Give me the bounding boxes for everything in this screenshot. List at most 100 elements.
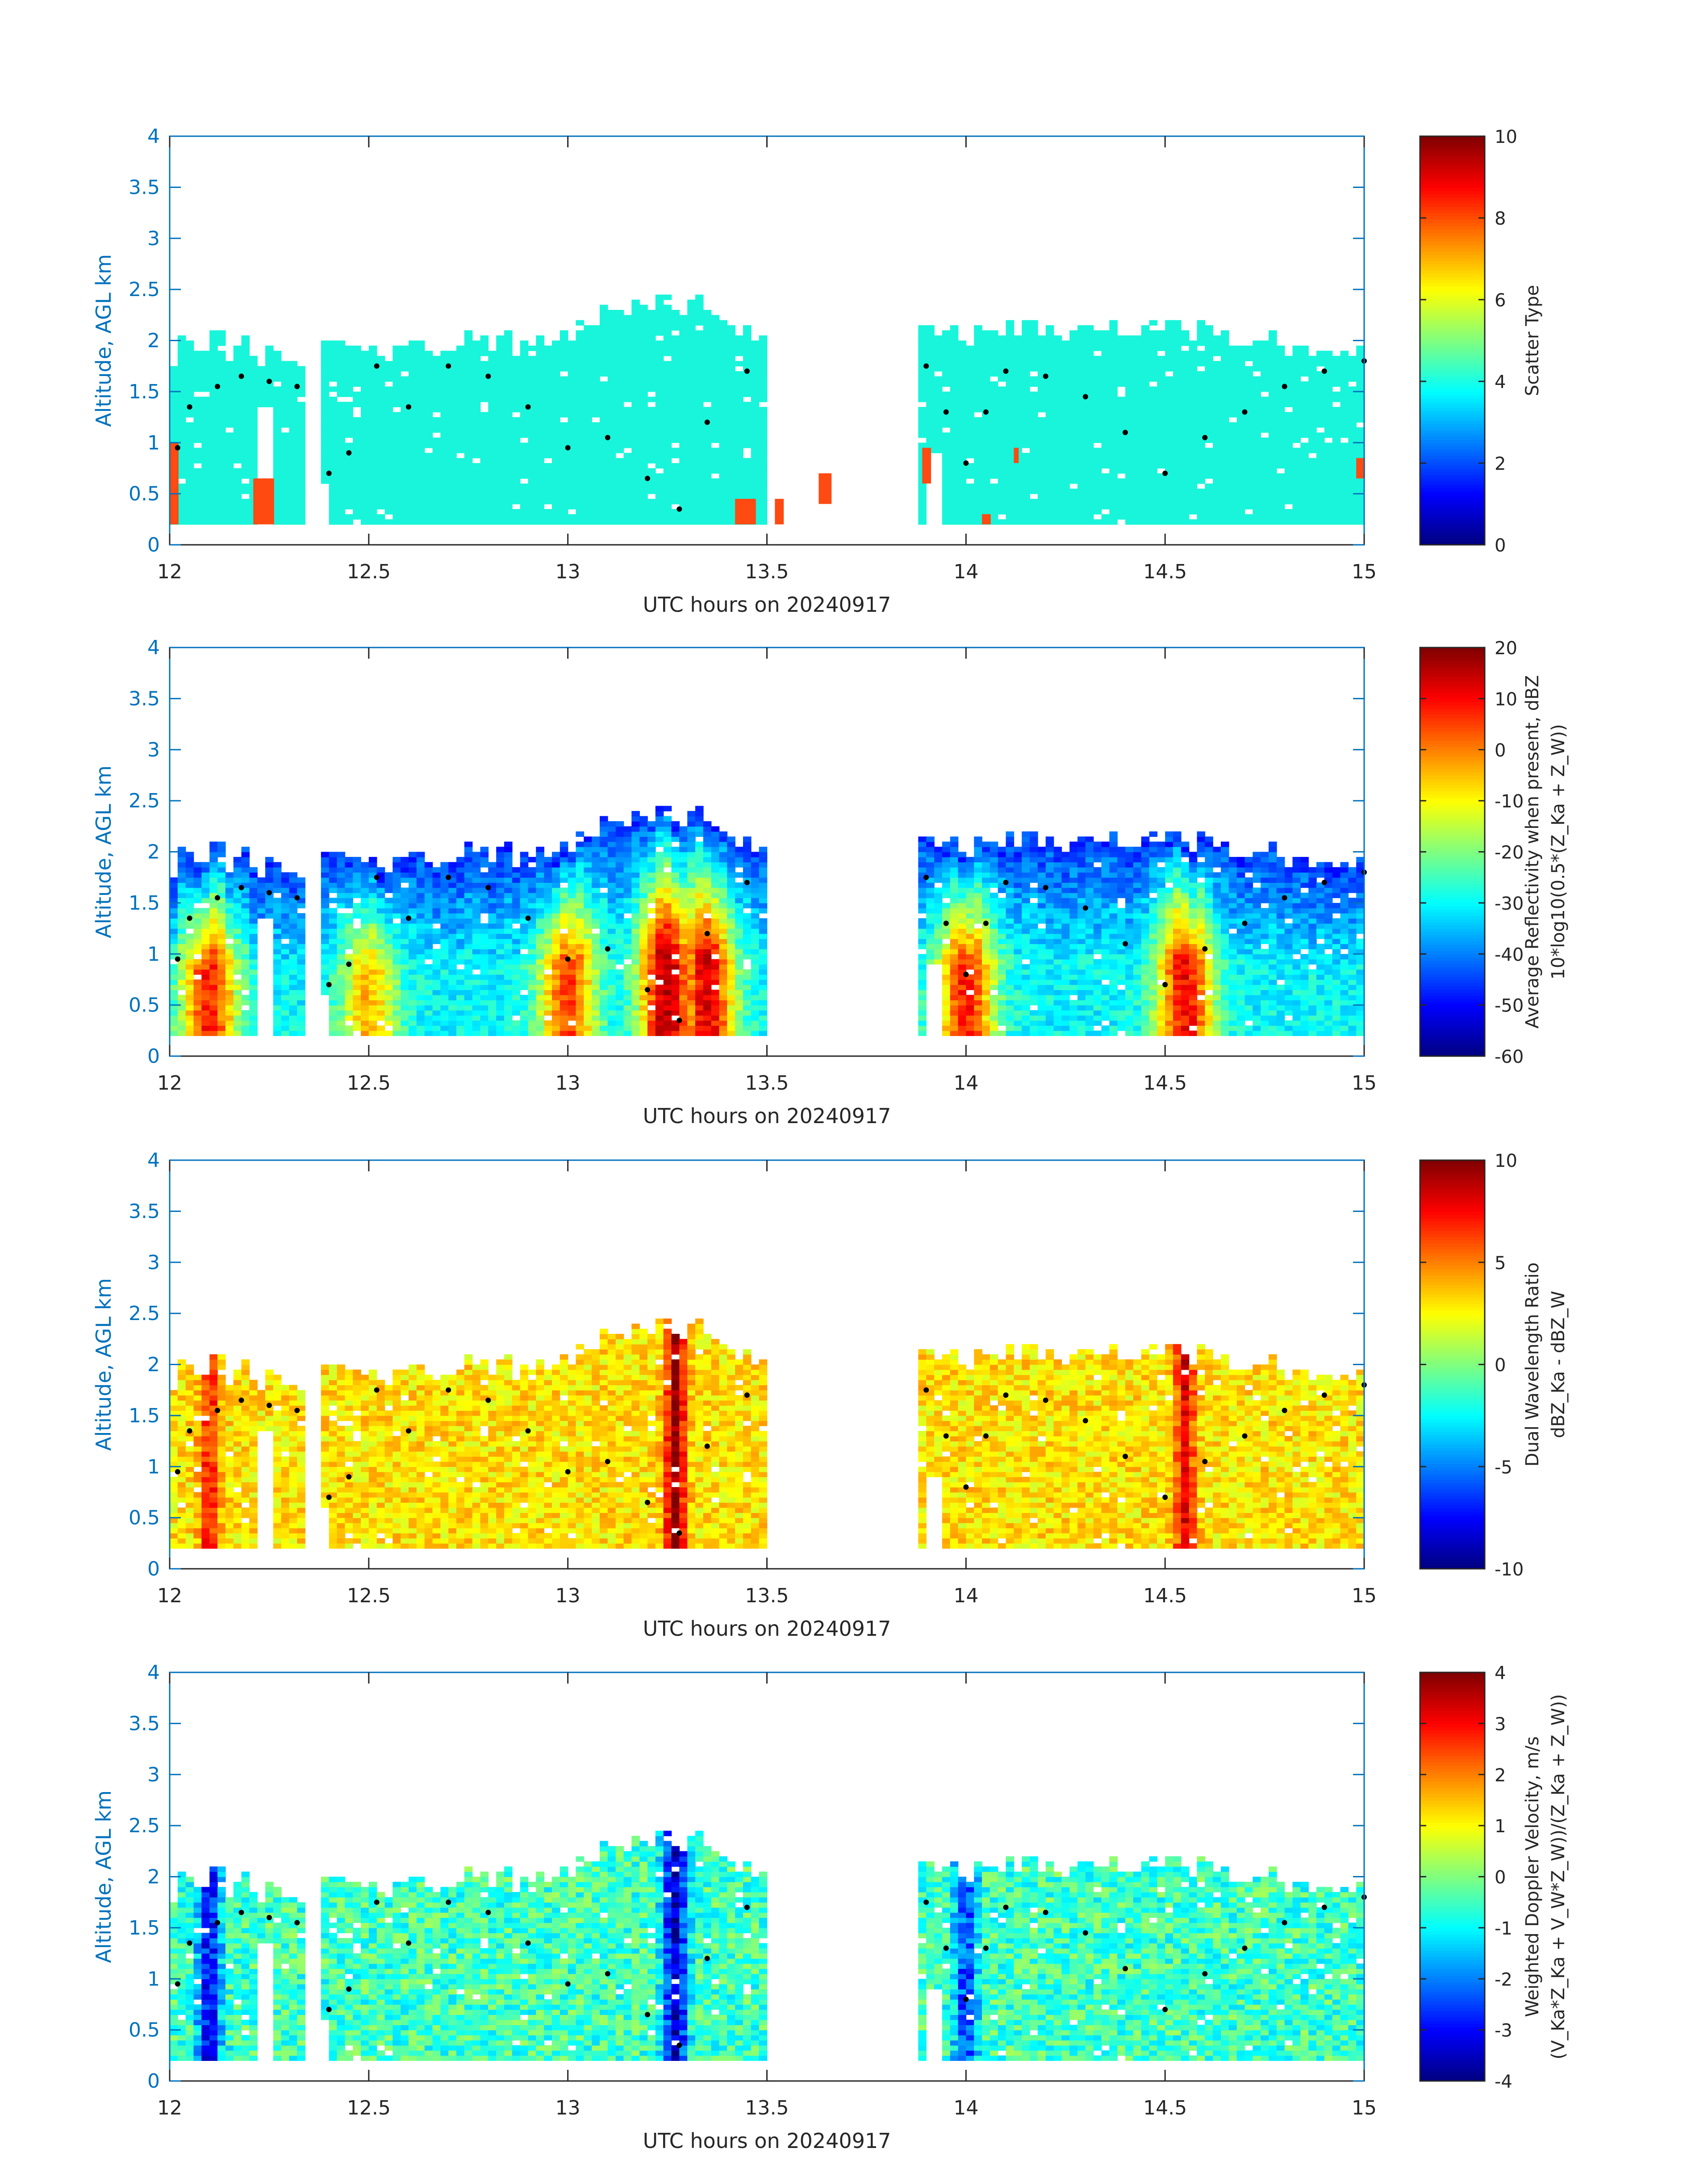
x-tick-label: 12 (157, 2097, 182, 2119)
y-tick-label: 3 (147, 739, 160, 761)
x-tick-label: 12 (157, 1072, 182, 1095)
melting-layer-dots (175, 1894, 1367, 2048)
colorbar-label: Average Reflectivity when present, dBZ (1522, 675, 1543, 1028)
y-tick-label: 2.5 (129, 1814, 160, 1837)
colorbar-tick-label: -10 (1495, 791, 1524, 812)
colorbar-tick-label: -20 (1495, 843, 1524, 863)
x-tick-label: 12.5 (347, 560, 391, 583)
y-tick-label: 1.5 (129, 1404, 160, 1427)
x-tick-label: 15 (1352, 1584, 1377, 1607)
melting-layer-dots (175, 358, 1367, 512)
x-tick-label: 14 (953, 1584, 978, 1607)
colorbar-tick-label: 5 (1495, 1253, 1506, 1274)
colorbar-tick-label: 2 (1495, 454, 1506, 474)
x-tick-label: 12.5 (347, 1072, 391, 1095)
y-tick-label: 2 (147, 1866, 160, 1889)
x-tick-label: 14 (953, 560, 978, 583)
y-tick-label: 2.5 (129, 278, 160, 301)
colorbar-tick-label: 4 (1495, 372, 1506, 393)
x-tick-label: 14.5 (1143, 560, 1187, 583)
panel-2: 12 12.5 13 13.5 14 14.5 15 0 0.5 1 1.5 2 2.5 3 3.5 4 UTC… (92, 636, 1569, 1128)
colorbar-tick-label: -60 (1495, 1047, 1524, 1067)
x-tick-label: 14 (953, 1072, 978, 1095)
y-axis-label: Altitude, AGL km (92, 765, 116, 938)
x-tick-label: 12.5 (347, 2097, 391, 2119)
x-axis-label: UTC hours on 20240917 (643, 2129, 891, 2153)
x-tick-label: 12 (157, 560, 182, 583)
panel-4: 12 12.5 13 13.5 14 14.5 1500.511.522.533.54UTC… (92, 1661, 1569, 2153)
y-tick-label: 1 (147, 1455, 160, 1478)
x-tick-label: 13 (555, 2097, 580, 2119)
x-tick-label: 12 (157, 1584, 182, 1607)
colorbar-tick-label: 10 (1495, 1151, 1517, 1171)
colorbar-tick-label: 2 (1495, 1765, 1506, 1786)
colorbar-tick-label: -5 (1495, 1457, 1512, 1478)
colorbar-tick-label: 0 (1495, 535, 1506, 556)
y-tick-labels: 0 0.5 1 1.5 2 2.5 3 3.5 4 (129, 1661, 1364, 2093)
y-tick-label: 3.5 (129, 687, 160, 710)
colorbar-tick-label: -4 (1495, 2072, 1512, 2092)
x-tick-label: 14.5 (1143, 1072, 1187, 1095)
colorbar-tick-label: -1 (1495, 1918, 1512, 1939)
colorbar-label: dBZ_Ka - dBZ_W (1548, 1291, 1569, 1438)
scatter-type-orange-cells (170, 443, 1365, 525)
y-tick-label: 3 (147, 1251, 160, 1274)
x-tick-label: 12.5 (347, 1584, 391, 1607)
y-tick-label: 4 (147, 636, 160, 659)
colorbar-tick-label: 10 (1495, 689, 1517, 710)
x-tick-label: 13.5 (745, 1584, 789, 1607)
y-tick-label: 4 (147, 1149, 160, 1172)
x-tick-label: 13.5 (745, 1072, 789, 1095)
x-tick-labels: 12 12.5 13 13.5 14 14.5 15 (157, 648, 1377, 1095)
melting-layer-dots (175, 869, 1367, 1023)
colorbar-tick-label: 4 (1495, 1663, 1506, 1684)
colorbar: 0 2 4 6 8 10 Scatter Type (1419, 127, 1543, 556)
x-tick-labels: 12 12.5 13 13.5 14 14.5 15 (157, 1672, 1377, 2119)
heatmap-cells (170, 1318, 1365, 1549)
colorbar: -10 -5 0 5 10 Dual Wavelength Ratio dBZ_Ka - d… (1419, 1151, 1569, 1580)
y-tick-label: 0 (147, 1045, 160, 1068)
colorbar-tick-label: -2 (1495, 1969, 1512, 1990)
colorbar-tick-label: -3 (1495, 2021, 1512, 2041)
x-tick-label: 13 (555, 1584, 580, 1607)
y-tick-label: 0.5 (129, 483, 160, 506)
y-tick-label: 3.5 (129, 1200, 160, 1223)
colorbar-label: (V_Ka*Z_Ka + V_W*Z_W))/(Z_Ka + Z_W)) (1548, 1694, 1569, 2059)
y-tick-labels: 0 0.5 1 1.5 2 2.5 3 3.5 4 (129, 1149, 1364, 1580)
x-tick-label: 13 (555, 560, 580, 583)
y-axis-label: Altitude, AGL km (92, 1278, 116, 1451)
y-tick-label: 3 (147, 1763, 160, 1786)
x-tick-label: 14 (953, 2097, 978, 2119)
y-axis-label: Altitude, AGL km (92, 254, 116, 427)
colorbar: -4 -3 -2 -1 0 1 2 3 4 Weighted Doppler Velocity, … (1419, 1663, 1569, 2092)
colorbar-tick-label: 0 (1495, 1868, 1506, 1888)
colorbar-tick-label: 20 (1495, 638, 1517, 659)
colorbar-tick-label: 0 (1495, 1355, 1506, 1376)
x-tick-label: 14.5 (1143, 2097, 1187, 2119)
x-tick-labels: 12 12.5 13 13.5 14 14.5 15 (157, 1160, 1377, 1607)
y-tick-label: 1.5 (129, 380, 160, 403)
panel-3: 12 12.5 13 13.5 14 14.5 15 0 0.5 1 1.5 2 2.5 3 3.5 4 UTC… (92, 1149, 1569, 1641)
x-tick-label: 14.5 (1143, 1584, 1187, 1607)
y-tick-label: 0.5 (129, 1507, 160, 1529)
x-tick-label: 15 (1352, 1072, 1377, 1095)
colorbar-tick-label: 3 (1495, 1714, 1506, 1734)
heatmap-cells (170, 806, 1365, 1036)
heatmap-cells (170, 294, 1365, 525)
colorbar-label: Weighted Doppler Velocity, m/s (1522, 1736, 1543, 2017)
y-tick-label: 1.5 (129, 892, 160, 915)
panel-1: 12 12.5 13 13.5 14 14.5 15 0 0.5 1 1.5 2 2.5 3 3.5 4 UTC… (92, 125, 1543, 617)
y-tick-label: 0.5 (129, 2019, 160, 2042)
y-tick-label: 4 (147, 125, 160, 148)
y-tick-label: 3.5 (129, 1712, 160, 1735)
colorbar-tick-label: 8 (1495, 209, 1506, 229)
y-tick-label: 1 (147, 943, 160, 965)
y-tick-label: 2 (147, 1354, 160, 1376)
x-tick-label: 15 (1352, 2097, 1377, 2119)
y-tick-label: 0 (147, 534, 160, 556)
melting-layer-dots (175, 1382, 1367, 1536)
colorbar-label: 10*log10(0.5*(Z_Ka + Z_W)) (1548, 724, 1569, 979)
y-tick-label: 3 (147, 227, 160, 250)
